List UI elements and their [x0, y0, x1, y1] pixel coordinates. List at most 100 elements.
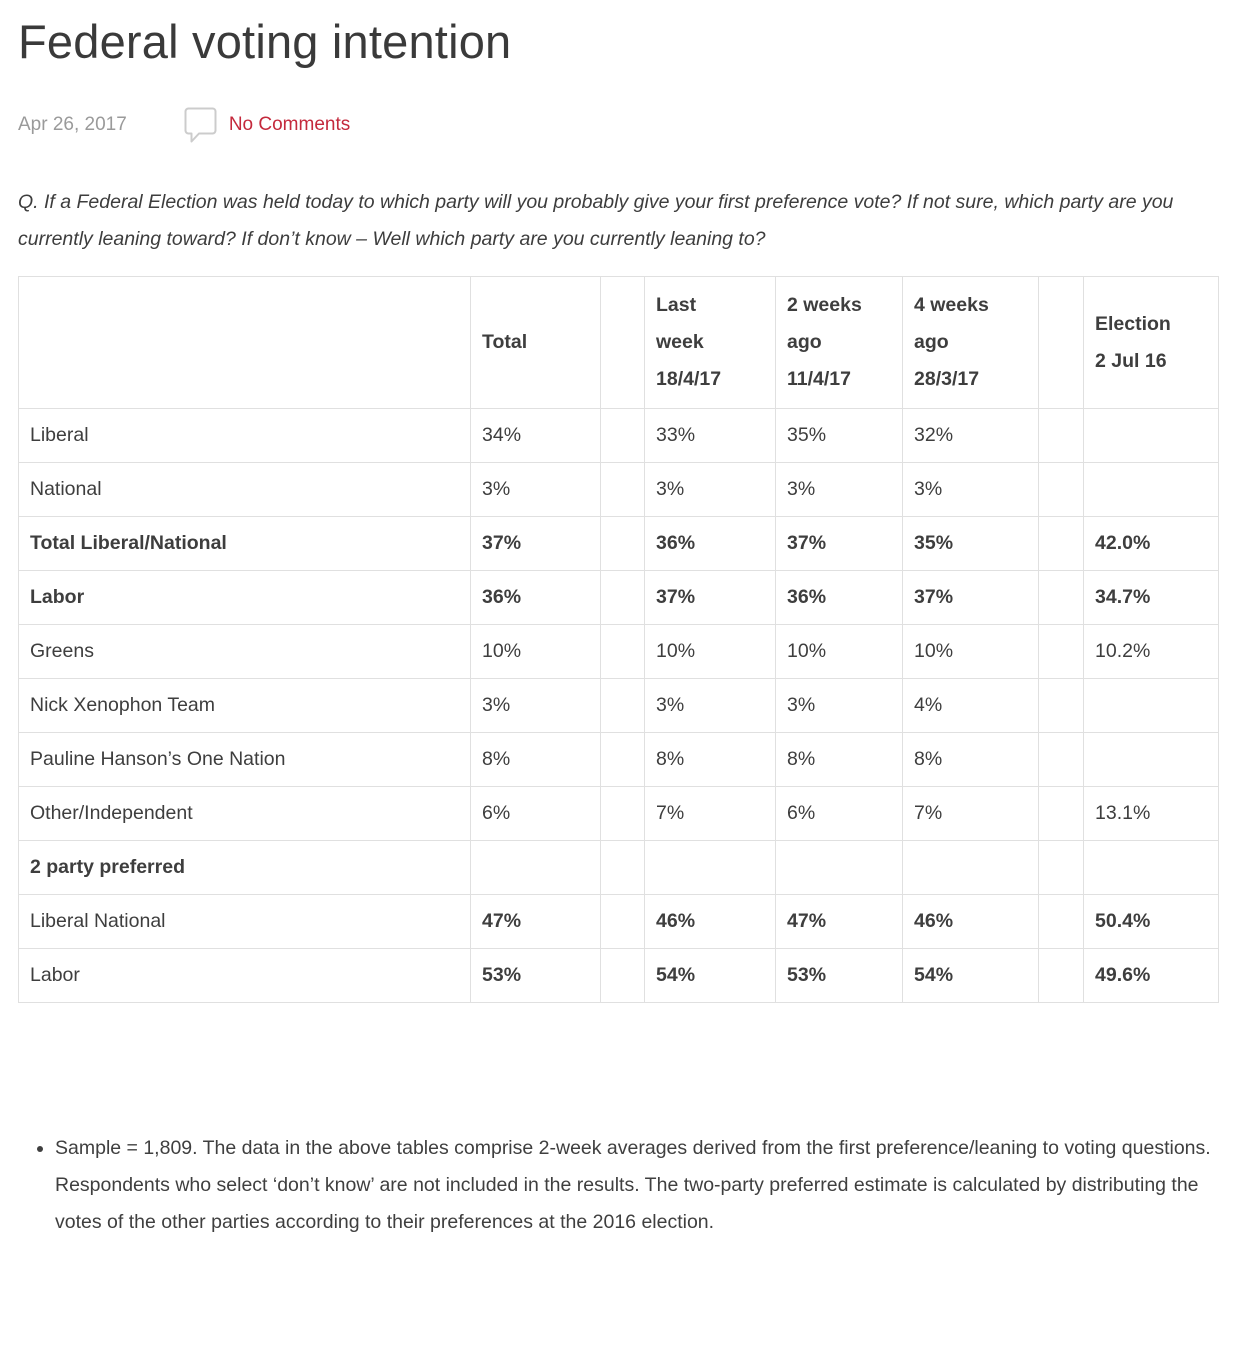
table-row: Greens 10% 10% 10% 10% 10.2% — [18, 624, 1219, 679]
value-cell — [600, 678, 645, 733]
value-cell: 10% — [644, 624, 776, 679]
value-cell: 36% — [470, 570, 601, 625]
value-cell — [1083, 462, 1219, 517]
value-cell — [1038, 408, 1084, 463]
comments-link[interactable]: No Comments — [184, 107, 350, 143]
column-header-2weeks: 2 weeks ago 11/4/17 — [775, 276, 903, 409]
table-row: Nick Xenophon Team 3% 3% 3% 4% — [18, 678, 1219, 733]
article-page: Federal voting intention Apr 26, 2017 No… — [0, 14, 1237, 1354]
row-label: National — [18, 462, 471, 517]
value-cell: 34.7% — [1083, 570, 1219, 625]
results-table-header-row: Total Last week 18/4/17 2 weeks ago 11/4/1… — [18, 276, 1219, 409]
table-row: Other/Independent 6% 7% 6% 7% 13.1% — [18, 786, 1219, 841]
results-table: Total Last week 18/4/17 2 weeks ago 11/4/1… — [18, 276, 1219, 1003]
value-cell: 50.4% — [1083, 894, 1219, 949]
value-cell: 8% — [902, 732, 1039, 787]
value-cell: 4% — [902, 678, 1039, 733]
table-row: 2 party preferred — [18, 840, 1219, 895]
row-label: Other/Independent — [18, 786, 471, 841]
value-cell: 47% — [470, 894, 601, 949]
row-label: Total Liberal/National — [18, 516, 471, 571]
table-row: Labor 53% 54% 53% 54% 49.6% — [18, 948, 1219, 1003]
value-cell — [644, 840, 776, 895]
column-header-lastweek: Last week 18/4/17 — [644, 276, 776, 409]
value-cell — [1083, 840, 1219, 895]
column-header-election: Election 2 Jul 16 — [1083, 276, 1219, 409]
row-label: Liberal — [18, 408, 471, 463]
value-cell: 3% — [775, 462, 903, 517]
value-cell: 7% — [902, 786, 1039, 841]
column-header-spacer2 — [1038, 276, 1084, 409]
value-cell — [600, 840, 645, 895]
results-table-body: Liberal 34% 33% 35% 32% National 3% 3% 3% 3% Total… — [18, 408, 1219, 1003]
value-cell — [600, 948, 645, 1003]
value-cell — [1038, 786, 1084, 841]
value-cell — [1083, 408, 1219, 463]
column-header-total: Total — [470, 276, 601, 409]
value-cell: 34% — [470, 408, 601, 463]
value-cell: 54% — [902, 948, 1039, 1003]
post-meta: Apr 26, 2017 No Comments — [18, 106, 1219, 144]
value-cell: 6% — [775, 786, 903, 841]
value-cell: 53% — [470, 948, 601, 1003]
value-cell — [1038, 516, 1084, 571]
value-cell — [775, 840, 903, 895]
value-cell: 32% — [902, 408, 1039, 463]
value-cell: 46% — [644, 894, 776, 949]
value-cell — [1083, 678, 1219, 733]
value-cell — [1038, 732, 1084, 787]
value-cell: 35% — [775, 408, 903, 463]
value-cell: 46% — [902, 894, 1039, 949]
value-cell: 54% — [644, 948, 776, 1003]
value-cell: 47% — [775, 894, 903, 949]
value-cell — [1038, 462, 1084, 517]
row-label: Labor — [18, 948, 471, 1003]
sample-note: Sample = 1,809. The data in the above ta… — [55, 1130, 1219, 1241]
value-cell: 3% — [775, 678, 903, 733]
value-cell: 3% — [644, 462, 776, 517]
value-cell: 36% — [644, 516, 776, 571]
value-cell: 36% — [775, 570, 903, 625]
comments-label: No Comments — [228, 114, 351, 135]
value-cell — [600, 786, 645, 841]
post-date: Apr 26, 2017 — [18, 114, 127, 135]
value-cell: 49.6% — [1083, 948, 1219, 1003]
value-cell: 3% — [902, 462, 1039, 517]
value-cell: 33% — [644, 408, 776, 463]
value-cell — [600, 894, 645, 949]
value-cell: 10% — [902, 624, 1039, 679]
value-cell — [1038, 570, 1084, 625]
page-title: Federal voting intention — [18, 15, 512, 68]
value-cell — [600, 462, 645, 517]
value-cell — [600, 732, 645, 787]
comment-bubble-icon — [184, 107, 217, 143]
value-cell: 8% — [470, 732, 601, 787]
value-cell: 35% — [902, 516, 1039, 571]
value-cell — [1038, 624, 1084, 679]
value-cell: 8% — [644, 732, 776, 787]
value-cell: 10% — [775, 624, 903, 679]
table-row: Total Liberal/National 37% 36% 37% 35% 42.0% — [18, 516, 1219, 571]
row-label: Greens — [18, 624, 471, 679]
value-cell: 37% — [470, 516, 601, 571]
value-cell: 6% — [470, 786, 601, 841]
value-cell — [1038, 894, 1084, 949]
value-cell — [600, 624, 645, 679]
value-cell: 37% — [775, 516, 903, 571]
table-row: Pauline Hanson’s One Nation 8% 8% 8% 8% — [18, 732, 1219, 787]
row-label: Labor — [18, 570, 471, 625]
value-cell: 42.0% — [1083, 516, 1219, 571]
column-header-spacer1 — [600, 276, 645, 409]
row-label: Liberal National — [18, 894, 471, 949]
value-cell — [600, 408, 645, 463]
value-cell: 3% — [644, 678, 776, 733]
value-cell: 10% — [470, 624, 601, 679]
column-header-label — [18, 276, 471, 409]
value-cell: 10.2% — [1083, 624, 1219, 679]
value-cell: 13.1% — [1083, 786, 1219, 841]
value-cell — [1083, 732, 1219, 787]
table-row: Liberal National 47% 46% 47% 46% 50.4% — [18, 894, 1219, 949]
row-label: Nick Xenophon Team — [18, 678, 471, 733]
footnotes-list: Sample = 1,809. The data in the above ta… — [18, 1130, 1219, 1241]
value-cell: 37% — [644, 570, 776, 625]
